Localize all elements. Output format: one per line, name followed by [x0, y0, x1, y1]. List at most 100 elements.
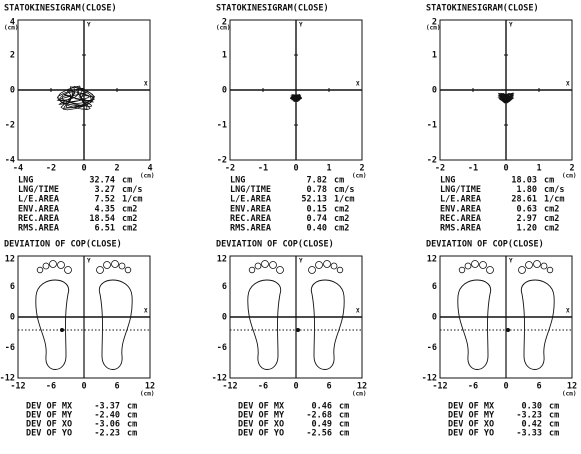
y-tick-label: -6 — [217, 343, 227, 353]
metric-value: 7.52 — [95, 195, 115, 205]
plot-title: DEVIATION OF COP(CLOSE) — [216, 240, 334, 250]
metric-unit: cm2 — [122, 224, 137, 234]
toe — [262, 261, 269, 268]
plot-title: DEVIATION OF COP(CLOSE) — [4, 240, 122, 250]
y-tick-label: 12 — [217, 255, 227, 265]
metric-name: LNG — [230, 176, 245, 186]
metric-name: LNG — [18, 176, 33, 186]
x-tick-label: -6 — [258, 382, 268, 392]
metric-value: 32.74 — [89, 176, 115, 186]
metric-value: 6.51 — [95, 224, 115, 234]
y-tick-label: 4 — [10, 18, 15, 28]
x-tick-label: 0 — [503, 382, 508, 392]
foot-outline — [458, 280, 491, 370]
toe — [519, 267, 526, 274]
plot-title: DEVIATION OF COP(CLOSE) — [426, 240, 544, 250]
toe — [480, 262, 487, 269]
toe — [316, 262, 323, 269]
metric-value: 0.78 — [307, 185, 327, 195]
metric-value: 52.13 — [301, 195, 327, 205]
x-tick-label: 12 — [567, 382, 577, 392]
toe — [547, 267, 553, 273]
x-unit: (cm) — [140, 173, 154, 180]
dev-value: -2.23 — [94, 429, 120, 439]
toe — [104, 262, 111, 269]
toe — [65, 267, 72, 274]
y-tick-label: 12 — [5, 255, 15, 265]
metric-unit: cm — [122, 176, 132, 186]
toe — [465, 263, 471, 269]
x-label: X — [356, 308, 360, 315]
x-unit: (cm) — [140, 391, 154, 398]
metric-name: LNG/TIME — [440, 185, 481, 195]
foot-outline — [248, 280, 281, 370]
y-tick-label: 0 — [432, 86, 437, 96]
x-tick-label: -1 — [258, 164, 268, 174]
toe — [309, 267, 316, 274]
metric-unit: 1/cm — [544, 195, 564, 205]
toe — [487, 267, 494, 274]
y-tick-label: 2 — [432, 18, 437, 28]
dev-unit: cm — [127, 429, 137, 439]
y-label: Y — [87, 258, 91, 265]
y-tick-label: 0 — [10, 313, 15, 323]
x-tick-label: 6 — [326, 382, 331, 392]
x-tick-label: 0 — [293, 382, 298, 392]
metric-value: 28.61 — [511, 195, 537, 205]
metric-name: L/E.AREA — [230, 195, 271, 205]
dev-unit: cm — [549, 429, 559, 439]
metric-name: ENV.AREA — [440, 204, 481, 214]
metric-unit: cm2 — [544, 214, 559, 224]
foot-outline — [99, 280, 132, 370]
toe — [277, 267, 284, 274]
x-unit: (cm) — [352, 173, 366, 180]
x-tick-label: 4 — [147, 164, 152, 174]
metric-unit: 1/cm — [122, 195, 142, 205]
metric-unit: cm/s — [122, 185, 142, 195]
x-tick-label: 12 — [357, 382, 367, 392]
x-tick-label: -2 — [46, 164, 56, 174]
metric-value: 1.80 — [517, 185, 537, 195]
x-tick-label: 1 — [326, 164, 331, 174]
x-tick-label: -1 — [468, 164, 478, 174]
x-unit: (cm) — [562, 173, 576, 180]
toe — [37, 267, 43, 273]
x-unit: (cm) — [562, 391, 576, 398]
sway-trace — [498, 93, 513, 103]
metric-unit: cm2 — [122, 204, 137, 214]
x-tick-label: -12 — [432, 382, 447, 392]
metric-unit: cm/s — [544, 185, 564, 195]
x-tick-label: 0 — [293, 164, 298, 174]
x-tick-label: -6 — [468, 382, 478, 392]
metric-name: RMS.AREA — [18, 224, 59, 234]
x-label: X — [144, 81, 148, 88]
metric-value: 1.20 — [517, 224, 537, 234]
metric-value: 18.54 — [89, 214, 115, 224]
y-tick-label: 1 — [432, 51, 437, 61]
x-tick-label: -12 — [10, 382, 25, 392]
metric-name: L/E.AREA — [18, 195, 59, 205]
x-tick-label: 6 — [114, 382, 119, 392]
metric-name: ENV.AREA — [18, 204, 59, 214]
toe — [125, 267, 131, 273]
dev-value: -3.33 — [516, 429, 542, 439]
toe — [58, 262, 65, 269]
x-tick-label: 6 — [536, 382, 541, 392]
metric-unit: cm2 — [334, 214, 349, 224]
x-tick-label: 0 — [503, 164, 508, 174]
toe — [324, 261, 331, 268]
y-tick-label: -1 — [427, 121, 437, 131]
y-label: Y — [299, 22, 303, 29]
x-tick-label: 2 — [359, 164, 364, 174]
metric-name: REC.AREA — [18, 214, 59, 224]
y-tick-label: 1 — [222, 51, 227, 61]
toe — [337, 267, 343, 273]
metric-name: LNG — [440, 176, 455, 186]
y-tick-label: 12 — [427, 255, 437, 265]
foot-outline — [311, 280, 344, 370]
toe — [270, 262, 277, 269]
x-tick-label: -6 — [46, 382, 56, 392]
x-tick-label: 0 — [81, 164, 86, 174]
cop-marker — [60, 328, 64, 332]
metric-name: RMS.AREA — [230, 224, 271, 234]
